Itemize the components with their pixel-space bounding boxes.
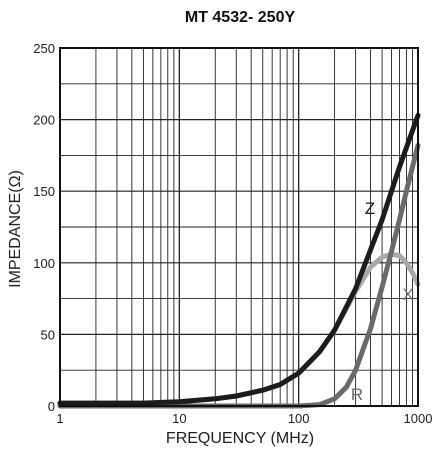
series-line-x xyxy=(57,251,421,406)
x-tick-label: 1 xyxy=(56,411,63,426)
tick-labels: 1 10 100 1000 0 50 100 150 200 250 xyxy=(33,41,432,426)
y-tick-label: 100 xyxy=(33,256,55,271)
y-axis-label: IMPEDANCE(Ω) xyxy=(7,170,24,288)
x-tick-label: 1000 xyxy=(404,411,433,426)
chart-title: MT 4532- 250Y xyxy=(185,9,296,26)
y-tick-label: 0 xyxy=(48,399,55,414)
curves xyxy=(57,112,421,409)
series-line-z xyxy=(57,112,421,406)
x-tick-label: 100 xyxy=(288,411,310,426)
grid-lines xyxy=(60,48,418,406)
curve-labels: Z X R xyxy=(351,199,414,404)
series-label-r: R xyxy=(351,385,363,404)
x-tick-label: 10 xyxy=(172,411,186,426)
series-label-x: X xyxy=(402,285,413,304)
series-label-z: Z xyxy=(365,199,375,218)
plot-frame xyxy=(59,47,419,407)
x-axis-label: FREQUENCY (MHz) xyxy=(166,430,314,447)
y-tick-label: 150 xyxy=(33,184,55,199)
y-tick-label: 50 xyxy=(41,327,55,342)
y-tick-label: 200 xyxy=(33,113,55,128)
y-tick-label: 250 xyxy=(33,41,55,56)
